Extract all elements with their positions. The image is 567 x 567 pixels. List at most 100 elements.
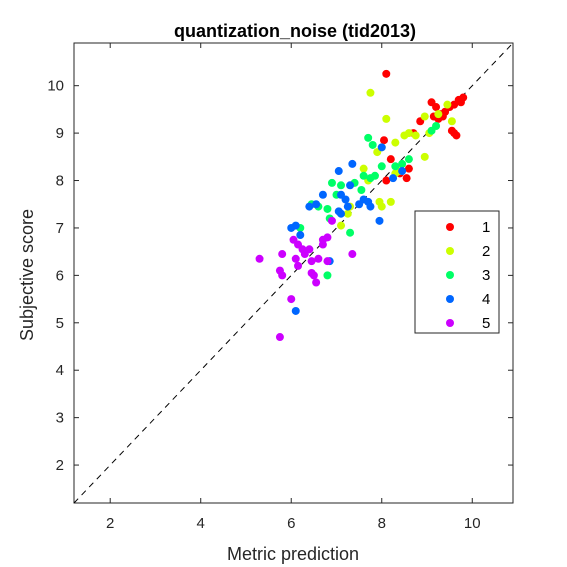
data-point-series-5 — [278, 271, 287, 280]
data-point-series-4 — [312, 200, 321, 209]
data-point-series-1 — [452, 131, 461, 140]
data-point-series-3 — [377, 162, 386, 171]
legend-marker-2 — [446, 247, 454, 255]
data-point-series-4 — [364, 197, 373, 206]
y-tick-label: 2 — [56, 457, 64, 474]
legend-marker-4 — [446, 295, 454, 303]
data-point-series-5 — [307, 257, 316, 266]
data-point-series-5 — [318, 240, 327, 249]
data-point-series-4 — [343, 202, 352, 211]
y-axis-label: Subjective score — [17, 209, 37, 341]
data-point-series-2 — [411, 131, 420, 140]
data-point-series-3 — [346, 228, 355, 237]
data-point-series-4 — [375, 216, 384, 225]
y-tick-label: 10 — [47, 78, 64, 95]
data-point-series-3 — [398, 159, 407, 168]
data-point-series-4 — [291, 306, 300, 315]
data-point-series-4 — [318, 190, 327, 199]
legend-marker-1 — [446, 223, 454, 231]
data-point-series-2 — [404, 129, 413, 138]
data-point-series-5 — [323, 233, 332, 242]
data-point-series-1 — [386, 155, 395, 164]
y-tick-label: 8 — [56, 173, 64, 190]
data-point-series-3 — [370, 171, 379, 180]
legend: 1 2 3 4 5 — [414, 210, 500, 334]
data-point-series-1 — [382, 176, 391, 185]
chart-title: quantization_noise (tid2013) — [174, 21, 416, 41]
data-point-series-1 — [382, 69, 391, 78]
data-point-series-5 — [255, 254, 264, 263]
data-point-series-2 — [343, 209, 352, 218]
y-tick-label: 7 — [56, 220, 64, 237]
data-point-series-5 — [291, 254, 300, 263]
data-point-series-1 — [402, 174, 411, 183]
data-point-series-2 — [382, 114, 391, 123]
y-tick-label: 4 — [56, 362, 64, 379]
data-point-series-5 — [327, 216, 336, 225]
data-point-series-2 — [443, 100, 452, 109]
data-point-series-4 — [337, 190, 346, 199]
legend-marker-3 — [446, 271, 454, 279]
legend-label-1: 1 — [482, 219, 490, 236]
data-point-series-3 — [432, 121, 441, 130]
data-point-series-4 — [346, 181, 355, 190]
data-point-series-4 — [355, 200, 364, 209]
data-point-series-2 — [420, 152, 429, 161]
data-point-series-3 — [391, 162, 400, 171]
data-point-series-4 — [348, 159, 357, 168]
y-tick-label: 9 — [56, 125, 64, 142]
axis-ticks: 2 4 6 8 10 2 3 4 5 6 7 8 9 10 — [47, 43, 513, 532]
y-tick-label: 6 — [56, 267, 64, 284]
legend-label-3: 3 — [482, 267, 490, 284]
data-point-series-3 — [404, 155, 413, 164]
y-tick-label: 5 — [56, 315, 64, 332]
data-point-series-4 — [296, 231, 305, 240]
data-point-series-2 — [391, 138, 400, 147]
data-point-series-5 — [348, 250, 357, 259]
data-point-series-5 — [312, 278, 321, 287]
data-point-series-1 — [404, 164, 413, 173]
data-point-series-2 — [337, 221, 346, 230]
data-point-series-3 — [368, 140, 377, 149]
data-point-series-3 — [359, 171, 368, 180]
x-tick-label: 10 — [464, 515, 481, 532]
data-point-series-1 — [456, 98, 465, 107]
data-point-series-1 — [432, 103, 441, 112]
legend-label-4: 4 — [482, 291, 490, 308]
data-point-series-5 — [314, 254, 323, 263]
data-point-series-5 — [278, 250, 287, 259]
x-axis-label: Metric prediction — [227, 544, 359, 564]
data-point-series-1 — [380, 136, 389, 145]
x-tick-label: 8 — [378, 515, 386, 532]
data-point-series-5 — [275, 333, 284, 342]
data-point-series-3 — [357, 186, 366, 195]
data-point-series-2 — [434, 110, 443, 119]
legend-label-5: 5 — [482, 315, 490, 332]
data-point-series-5 — [294, 261, 303, 270]
data-point-series-2 — [447, 117, 456, 126]
data-point-series-5 — [300, 250, 309, 259]
legend-marker-5 — [446, 319, 454, 327]
x-tick-label: 2 — [106, 515, 114, 532]
data-point-series-3 — [327, 178, 336, 187]
data-point-series-4 — [337, 209, 346, 218]
data-point-series-2 — [386, 197, 395, 206]
data-point-series-2 — [377, 202, 386, 211]
data-point-series-3 — [323, 204, 332, 213]
data-point-series-3 — [323, 271, 332, 280]
x-tick-label: 4 — [197, 515, 205, 532]
data-point-series-4 — [389, 174, 398, 183]
data-point-series-4 — [305, 202, 314, 211]
legend-label-2: 2 — [482, 243, 490, 260]
data-point-series-3 — [364, 133, 373, 142]
x-tick-label: 6 — [287, 515, 295, 532]
data-point-series-5 — [323, 257, 332, 266]
data-point-series-4 — [287, 223, 296, 232]
data-point-series-4 — [334, 167, 343, 176]
data-point-series-3 — [337, 181, 346, 190]
data-point-series-2 — [420, 112, 429, 121]
data-point-series-2 — [366, 88, 375, 97]
data-points — [255, 69, 468, 342]
y-tick-label: 3 — [56, 410, 64, 427]
